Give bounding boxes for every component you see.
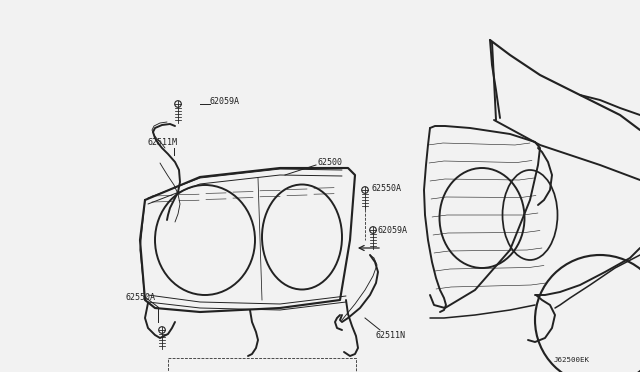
Text: 62511M: 62511M [148, 138, 178, 147]
Text: 62511N: 62511N [375, 330, 405, 340]
Text: J62500EK: J62500EK [554, 357, 590, 363]
Text: 62059A: 62059A [210, 96, 240, 106]
Text: 62550A: 62550A [125, 294, 155, 302]
Text: 62550A: 62550A [372, 183, 402, 192]
Text: 62500: 62500 [318, 157, 343, 167]
Text: 62059A: 62059A [378, 225, 408, 234]
